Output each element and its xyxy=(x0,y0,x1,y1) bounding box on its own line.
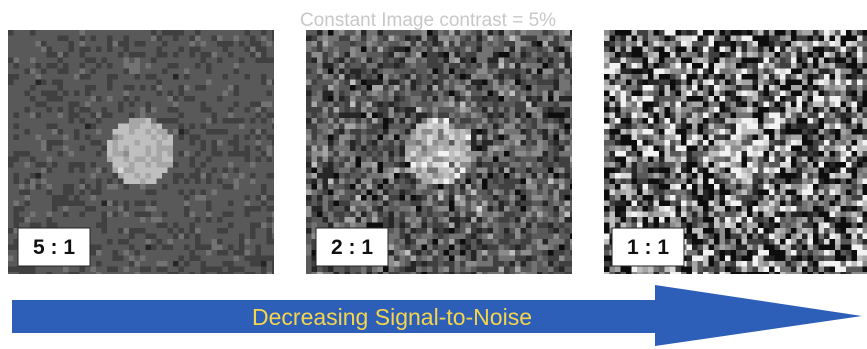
figure: Constant Image contrast = 5% 5 : 1 2 : 1… xyxy=(0,0,867,349)
panel-label: 5 : 1 xyxy=(33,236,75,259)
label-box: 5 : 1 xyxy=(18,228,90,266)
arrow-label: Decreasing Signal-to-Noise xyxy=(252,304,532,330)
panels xyxy=(8,30,867,274)
noise-pixels xyxy=(118,168,124,174)
label-box: 1 : 1 xyxy=(612,228,684,266)
panel-label: 2 : 1 xyxy=(331,236,373,259)
figure-title: Constant Image contrast = 5% xyxy=(300,10,556,31)
page: Constant Image contrast = 5% 5 : 1 2 : 1… xyxy=(0,0,867,349)
label-box: 2 : 1 xyxy=(316,228,388,266)
panel-label: 1 : 1 xyxy=(627,236,669,259)
